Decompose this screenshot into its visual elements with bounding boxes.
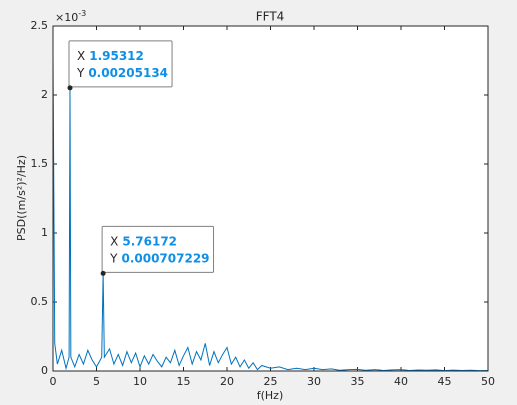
- y-tick-label: 2.5: [31, 19, 49, 32]
- data-line: [52, 56, 489, 372]
- y-multiplier-exponent: -3: [78, 9, 86, 18]
- y-tick-label: 0: [41, 364, 48, 377]
- datatip-x-value: 5.76172: [122, 234, 177, 248]
- datatip-x: X 1.95312: [77, 48, 144, 62]
- datatip-x: X 5.76172: [110, 234, 177, 248]
- x-tick-label: 0: [50, 375, 57, 388]
- datatip-x-name: X: [77, 48, 85, 62]
- datatip-box: [68, 40, 173, 88]
- datatip-x-value: 1.95312: [89, 48, 144, 62]
- y-tick-label: 1: [41, 226, 48, 239]
- y-tick-label: 0.5: [31, 295, 49, 308]
- x-tick-label: 30: [307, 375, 321, 388]
- x-tick-label: 5: [93, 375, 100, 388]
- datatip-marker: [100, 270, 106, 276]
- x-tick-label: 35: [351, 375, 365, 388]
- datatip-x-name: X: [110, 234, 118, 248]
- datatip-y: Y 0.00205134: [76, 65, 168, 79]
- datatip-y-value: 0.00205134: [88, 65, 168, 79]
- datatip-y: Y 0.000707229: [109, 251, 209, 265]
- datatip-marker: [67, 85, 73, 91]
- x-tick-label: 15: [177, 375, 191, 388]
- y-tick-label: 2: [41, 88, 48, 101]
- datatip: X 5.76172 Y 0.000707229: [101, 225, 215, 273]
- datatip-y-name: Y: [76, 65, 85, 79]
- datatip-y-value: 0.000707229: [121, 251, 209, 265]
- x-tick-label: 40: [394, 375, 408, 388]
- x-axis-label: f(Hz): [257, 389, 284, 402]
- datatip-box: [101, 225, 215, 273]
- y-multiplier-base: ×10: [55, 11, 78, 24]
- x-tick-label: 25: [264, 375, 278, 388]
- x-tick-label: 20: [220, 375, 234, 388]
- chart-title: FFT4: [256, 10, 285, 24]
- datatip-y-name: Y: [109, 251, 118, 265]
- datatip: X 1.95312 Y 0.00205134: [68, 40, 173, 88]
- y-axis-label: PSD((m/s²)²/Hz): [15, 155, 28, 241]
- x-tick-label: 45: [438, 375, 452, 388]
- axes-box: [52, 25, 489, 372]
- x-tick-label: 10: [133, 375, 147, 388]
- x-tick-label: 50: [481, 375, 495, 388]
- y-multiplier: ×10-3: [55, 9, 86, 25]
- y-tick-label: 1.5: [31, 157, 49, 170]
